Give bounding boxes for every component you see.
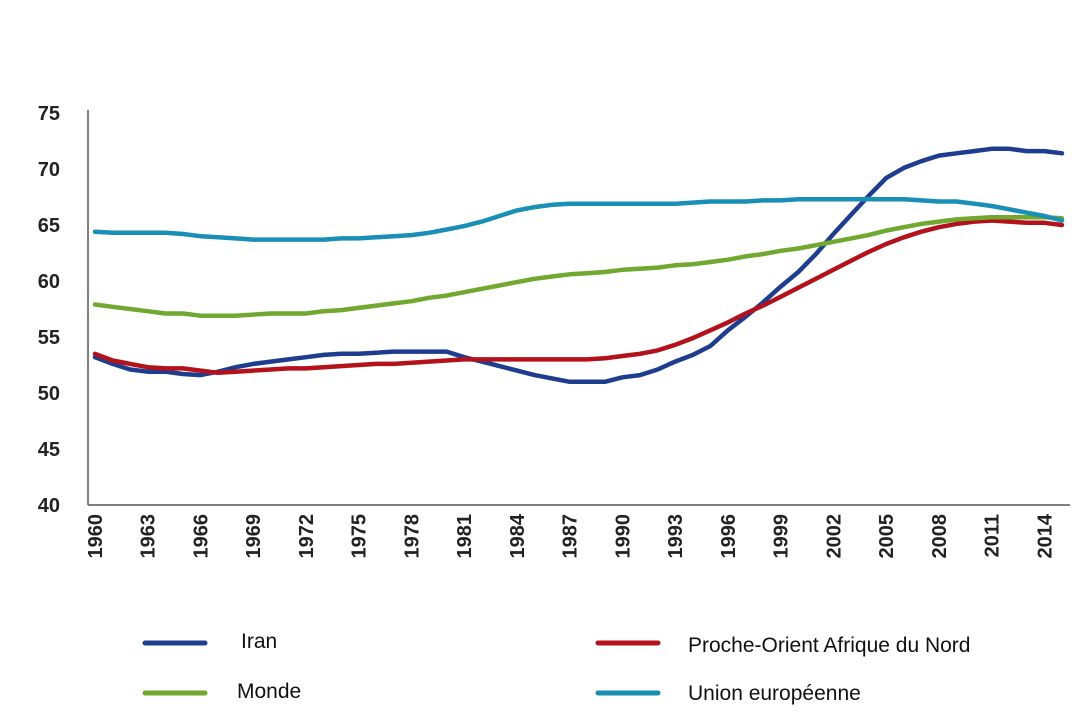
series-line [92,218,1065,376]
series-line [92,196,1065,242]
x-tick-label: 1981 [454,514,476,559]
x-tick-label: 1972 [296,514,318,559]
legend-label: Union européenne [688,682,861,705]
x-tick-label: 1987 [560,514,582,559]
y-tick-label: 50 [38,383,60,405]
y-tick-label: 55 [38,327,60,349]
x-tick-label: 1975 [349,514,371,559]
x-tick-label: 1996 [718,514,740,559]
x-tick-label: 1969 [243,514,265,559]
x-tick-labels: 1960 1963 1966 1969 1972 1975 1978 1981 1984 1987… [85,513,1056,558]
legend-label: Monde [237,680,301,703]
x-tick-label: 1984 [507,513,529,558]
x-tick-label: 1999 [771,514,793,559]
x-tick-label: 2005 [876,514,898,559]
y-tick-label: 60 [38,271,60,293]
x-tick-label: 1978 [401,514,423,559]
y-tick-label: 65 [38,215,60,237]
y-tick-label: 75 [38,103,60,125]
legend: Iran Proche-Orient Afrique du Nord Monde Un… [142,630,970,705]
legend-label: Iran [241,630,277,653]
x-tick-label: 2014 [1034,513,1056,558]
x-tick-label: 2002 [823,514,845,559]
series-line [92,214,1065,318]
y-tick-label: 70 [38,159,60,181]
x-tick-label: 1966 [190,514,212,559]
x-tick-label: 2011 [982,514,1004,557]
series-lines [92,146,1065,385]
x-tick-label: 1963 [138,514,160,559]
series-line [92,146,1065,385]
y-tick-label: 40 [38,495,60,517]
y-tick-labels: 75 70 65 60 55 50 45 40 [38,103,60,517]
legend-label: Proche-Orient Afrique du Nord [688,634,970,657]
x-tick-label: 2008 [929,514,951,559]
x-tick-label: 1993 [665,514,687,559]
y-tick-label: 45 [38,439,60,461]
x-tick-label: 1960 [85,514,107,559]
x-tick-label: 1990 [612,514,634,559]
